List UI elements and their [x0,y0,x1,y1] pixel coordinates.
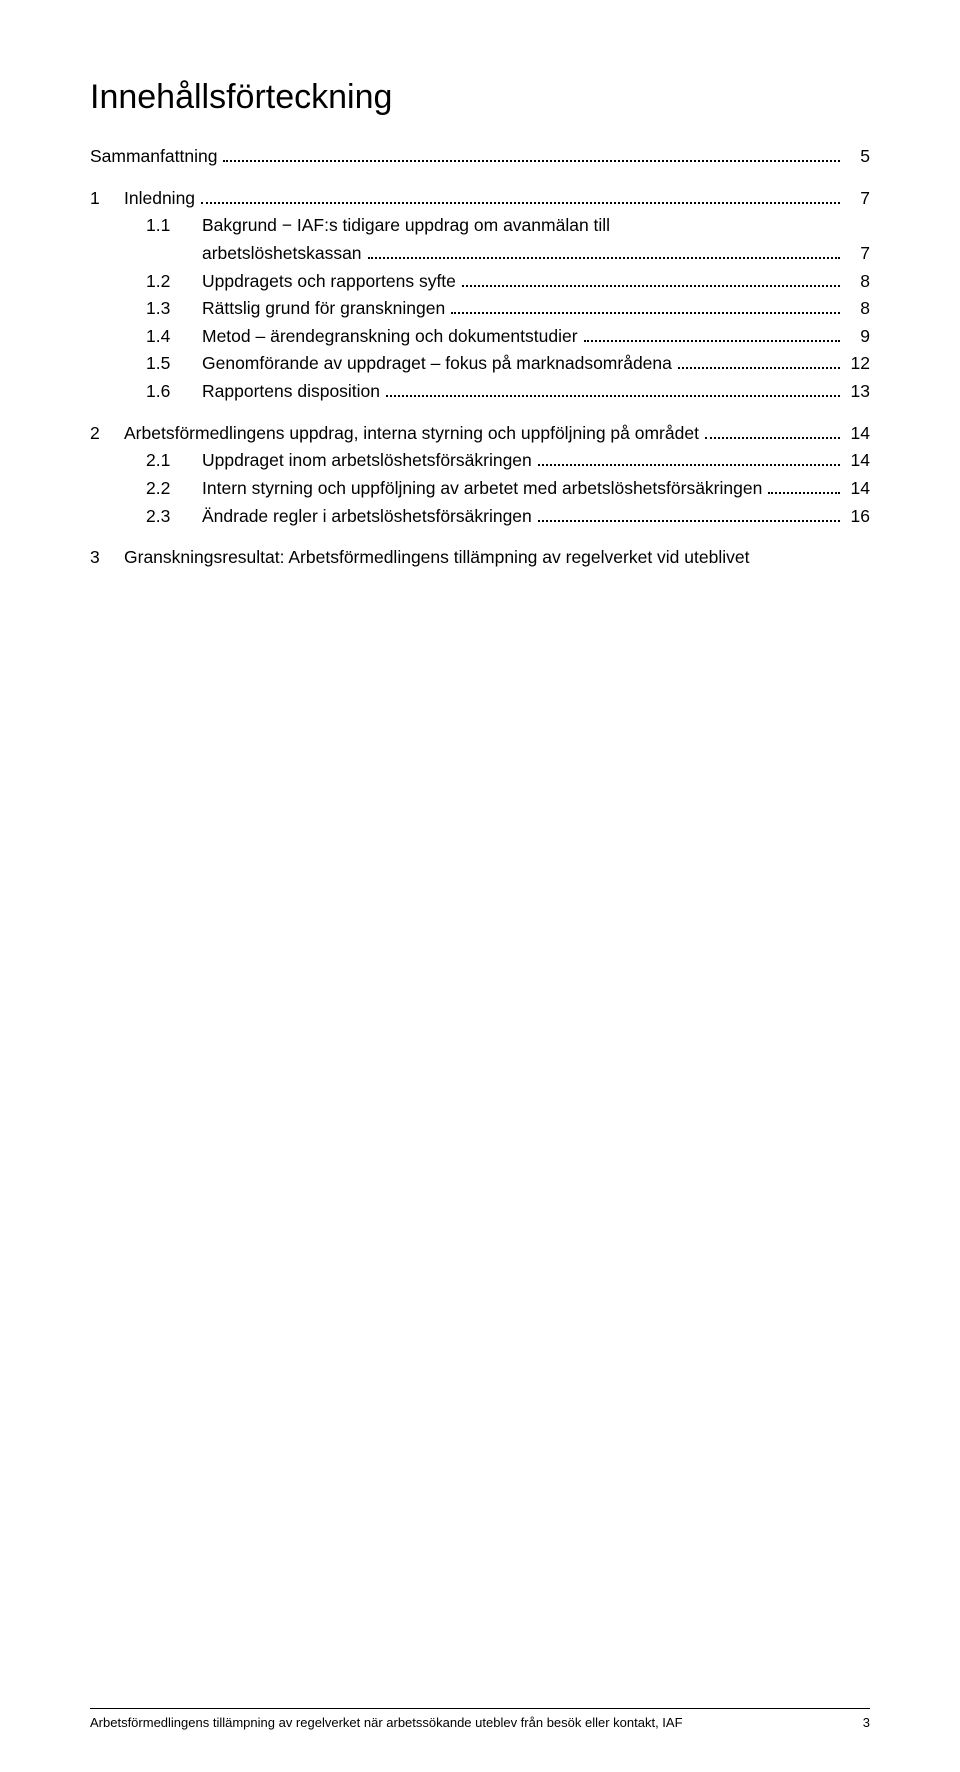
toc-entry: 1.4Metod – ärendegranskning och dokument… [90,325,870,349]
toc-leader [451,303,840,315]
toc-entry: 2Arbetsförmedlingens uppdrag, interna st… [90,422,870,446]
toc-entry-number: 1 [90,187,124,211]
toc-entry-number: 1.1 [146,214,202,238]
toc-entry-label: Bakgrund − IAF:s tidigare uppdrag om ava… [202,214,610,238]
table-of-contents: Sammanfattning 5 1Inledning 7 1.1Bakgrund − … [90,145,870,570]
toc-entry: 1.6Rapportens disposition 13 [90,380,870,404]
toc-entry: 3Granskningsresultat: Arbetsförmedlingen… [90,546,870,570]
toc-entry-label: Uppdraget inom arbetslöshetsförsäkringen [202,449,532,473]
toc-leader [538,455,840,467]
toc-entry-label: Uppdragets och rapportens syfte [202,270,456,294]
toc-entry-number: 1.4 [146,325,202,349]
toc-entry: 2.2Intern styrning och uppföljning av ar… [90,477,870,501]
toc-entry: 1.1Bakgrund − IAF:s tidigare uppdrag om … [90,214,870,238]
toc-entry: arbetslöshetskassan 7 [90,242,870,266]
toc-entry-label: Inledning [124,187,195,211]
toc-entry-number: 1.2 [146,270,202,294]
toc-leader [538,510,840,522]
toc-title: Innehållsförteckning [90,78,870,117]
toc-entry-number: 2.3 [146,505,202,529]
toc-entry: 2.3Ändrade regler i arbetslöshetsförsäkr… [90,505,870,529]
toc-entry-label: Rättslig grund för granskningen [202,297,445,321]
footer-text: Arbetsförmedlingens tillämpning av regel… [90,1715,683,1730]
toc-entry-label: Genomförande av uppdraget – fokus på mar… [202,352,672,376]
toc-leader [368,247,840,259]
toc-entry-label: Granskningsresultat: Arbetsförmedlingens… [124,546,749,570]
toc-entry-page: 16 [844,505,870,529]
toc-leader [584,330,840,342]
toc-entry-page: 14 [844,449,870,473]
toc-entry-number: 2.1 [146,449,202,473]
toc-entry-label: Intern styrning och uppföljning av arbet… [202,477,762,501]
toc-entry: 1.2Uppdragets och rapportens syfte 8 [90,270,870,294]
toc-entry-label: Ändrade regler i arbetslöshetsförsäkring… [202,505,532,529]
toc-entry: 1.3Rättslig grund för granskningen 8 [90,297,870,321]
toc-entry-page: 8 [844,270,870,294]
toc-leader [462,275,840,287]
page-footer: Arbetsförmedlingens tillämpning av regel… [90,1708,870,1730]
toc-entry-number: 1.6 [146,380,202,404]
toc-entry-number: 3 [90,546,124,570]
toc-entry-page: 7 [844,187,870,211]
toc-entry-label: Sammanfattning [90,145,217,169]
toc-entry-page: 9 [844,325,870,349]
toc-entry-number: 2.2 [146,477,202,501]
toc-leader [223,150,840,162]
toc-entry-label: Rapportens disposition [202,380,380,404]
toc-leader [678,358,840,370]
toc-entry-page: 13 [844,380,870,404]
toc-leader [768,482,840,494]
toc-entry-page: 12 [844,352,870,376]
toc-entry: 1.5Genomförande av uppdraget – fokus på … [90,352,870,376]
toc-entry-page: 14 [844,477,870,501]
toc-leader [386,385,840,397]
toc-leader [201,192,840,204]
toc-entry-label: Arbetsförmedlingens uppdrag, interna sty… [124,422,699,446]
toc-entry-number: 2 [90,422,124,446]
toc-entry-number: 1.5 [146,352,202,376]
document-page: Innehållsförteckning Sammanfattning 5 1Inl… [0,0,960,1772]
toc-entry: Sammanfattning 5 [90,145,870,169]
toc-entry-page: 14 [844,422,870,446]
toc-entry-page: 7 [844,242,870,266]
footer-page-number: 3 [863,1715,870,1730]
toc-entry-label: arbetslöshetskassan [202,242,362,266]
toc-entry-page: 5 [844,145,870,169]
toc-leader [705,427,840,439]
toc-entry-page: 8 [844,297,870,321]
toc-entry-number: 1.3 [146,297,202,321]
toc-entry-label: Metod – ärendegranskning och dokumentstu… [202,325,578,349]
toc-entry: 1Inledning 7 [90,187,870,211]
toc-entry: 2.1Uppdraget inom arbetslöshetsförsäkrin… [90,449,870,473]
